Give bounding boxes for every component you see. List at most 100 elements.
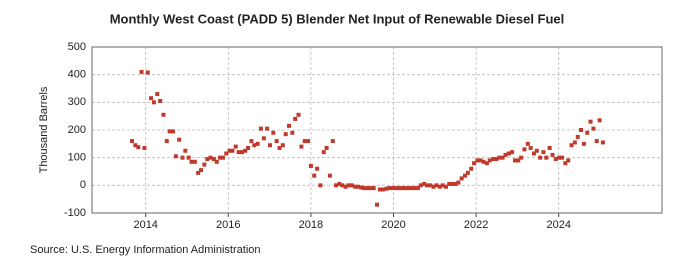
data-point — [406, 186, 411, 191]
data-point — [202, 162, 207, 167]
data-point — [296, 112, 301, 117]
data-point — [258, 126, 263, 131]
data-point — [274, 139, 279, 144]
data-point — [136, 145, 141, 150]
data-point — [346, 183, 351, 188]
data-point — [512, 158, 517, 163]
data-point — [424, 183, 429, 188]
data-point — [280, 143, 285, 148]
data-point — [277, 145, 282, 150]
data-point — [506, 151, 511, 156]
data-point — [133, 143, 138, 148]
data-point — [516, 158, 521, 163]
x-tick-label: 2018 — [299, 219, 323, 231]
data-point — [227, 148, 232, 153]
y-tick-label: 100 — [68, 152, 86, 164]
data-point — [538, 155, 543, 160]
data-point — [359, 185, 364, 190]
data-point — [340, 183, 345, 188]
data-point — [384, 186, 389, 191]
data-point — [220, 155, 225, 160]
data-point — [349, 183, 354, 188]
data-point — [469, 166, 474, 171]
data-point — [330, 139, 335, 144]
data-point — [522, 147, 527, 152]
data-point — [472, 161, 477, 166]
data-point — [308, 163, 313, 168]
data-point — [481, 159, 486, 164]
data-point — [236, 150, 241, 155]
data-point — [553, 157, 558, 162]
data-point — [525, 141, 530, 146]
data-point — [375, 202, 379, 207]
data-point — [412, 186, 417, 191]
data-point — [306, 139, 311, 144]
data-point — [572, 140, 577, 145]
data-point — [230, 148, 235, 153]
data-point — [390, 186, 395, 191]
data-point — [377, 187, 382, 192]
data-point — [418, 183, 423, 188]
x-tick-label: 2016 — [216, 219, 240, 231]
data-point — [321, 150, 326, 155]
data-point — [541, 150, 546, 155]
data-point — [353, 184, 358, 189]
data-point — [287, 123, 292, 128]
data-point — [440, 183, 445, 188]
data-point — [465, 170, 470, 175]
data-point — [299, 144, 304, 149]
x-tick-label: 2022 — [464, 219, 488, 231]
data-point — [255, 141, 260, 146]
data-point — [563, 161, 568, 166]
data-point — [151, 100, 156, 105]
data-point — [365, 186, 370, 191]
data-point — [318, 183, 323, 188]
x-tick-label: 2014 — [133, 219, 157, 231]
data-point — [403, 186, 408, 191]
data-point — [531, 151, 536, 156]
data-point — [186, 155, 191, 160]
data-point — [491, 157, 496, 162]
x-tick-label: 2020 — [381, 219, 405, 231]
data-point — [484, 161, 489, 166]
data-point — [585, 130, 590, 135]
data-point — [497, 155, 502, 160]
data-point — [246, 145, 251, 150]
data-point — [283, 132, 288, 137]
data-point — [594, 139, 599, 144]
data-point — [268, 143, 273, 148]
data-point — [214, 159, 219, 164]
data-point — [155, 92, 160, 97]
data-point — [343, 184, 348, 189]
data-point — [519, 155, 524, 160]
data-point — [249, 139, 254, 144]
data-point — [575, 134, 580, 139]
data-point — [265, 126, 270, 131]
data-point — [393, 186, 398, 191]
data-point — [510, 150, 515, 155]
data-point — [173, 154, 178, 159]
data-point — [161, 112, 166, 117]
y-tick-label: 200 — [68, 124, 86, 136]
data-point — [494, 157, 499, 162]
y-tick-label: 400 — [68, 69, 86, 81]
data-point — [434, 183, 439, 188]
data-point — [547, 145, 552, 150]
data-point — [189, 159, 194, 164]
data-point — [139, 69, 144, 74]
data-point — [456, 180, 461, 185]
data-point — [528, 145, 533, 150]
data-point — [409, 186, 414, 191]
x-tick-label: 2024 — [546, 219, 570, 231]
data-point — [443, 184, 448, 189]
data-point — [500, 155, 505, 160]
data-point — [579, 128, 584, 132]
data-point — [239, 150, 244, 155]
data-point — [387, 186, 392, 191]
data-point — [158, 98, 163, 103]
data-point — [478, 158, 483, 163]
data-point — [211, 157, 216, 162]
data-point — [591, 126, 596, 131]
data-point — [149, 96, 154, 101]
data-point — [503, 152, 508, 157]
